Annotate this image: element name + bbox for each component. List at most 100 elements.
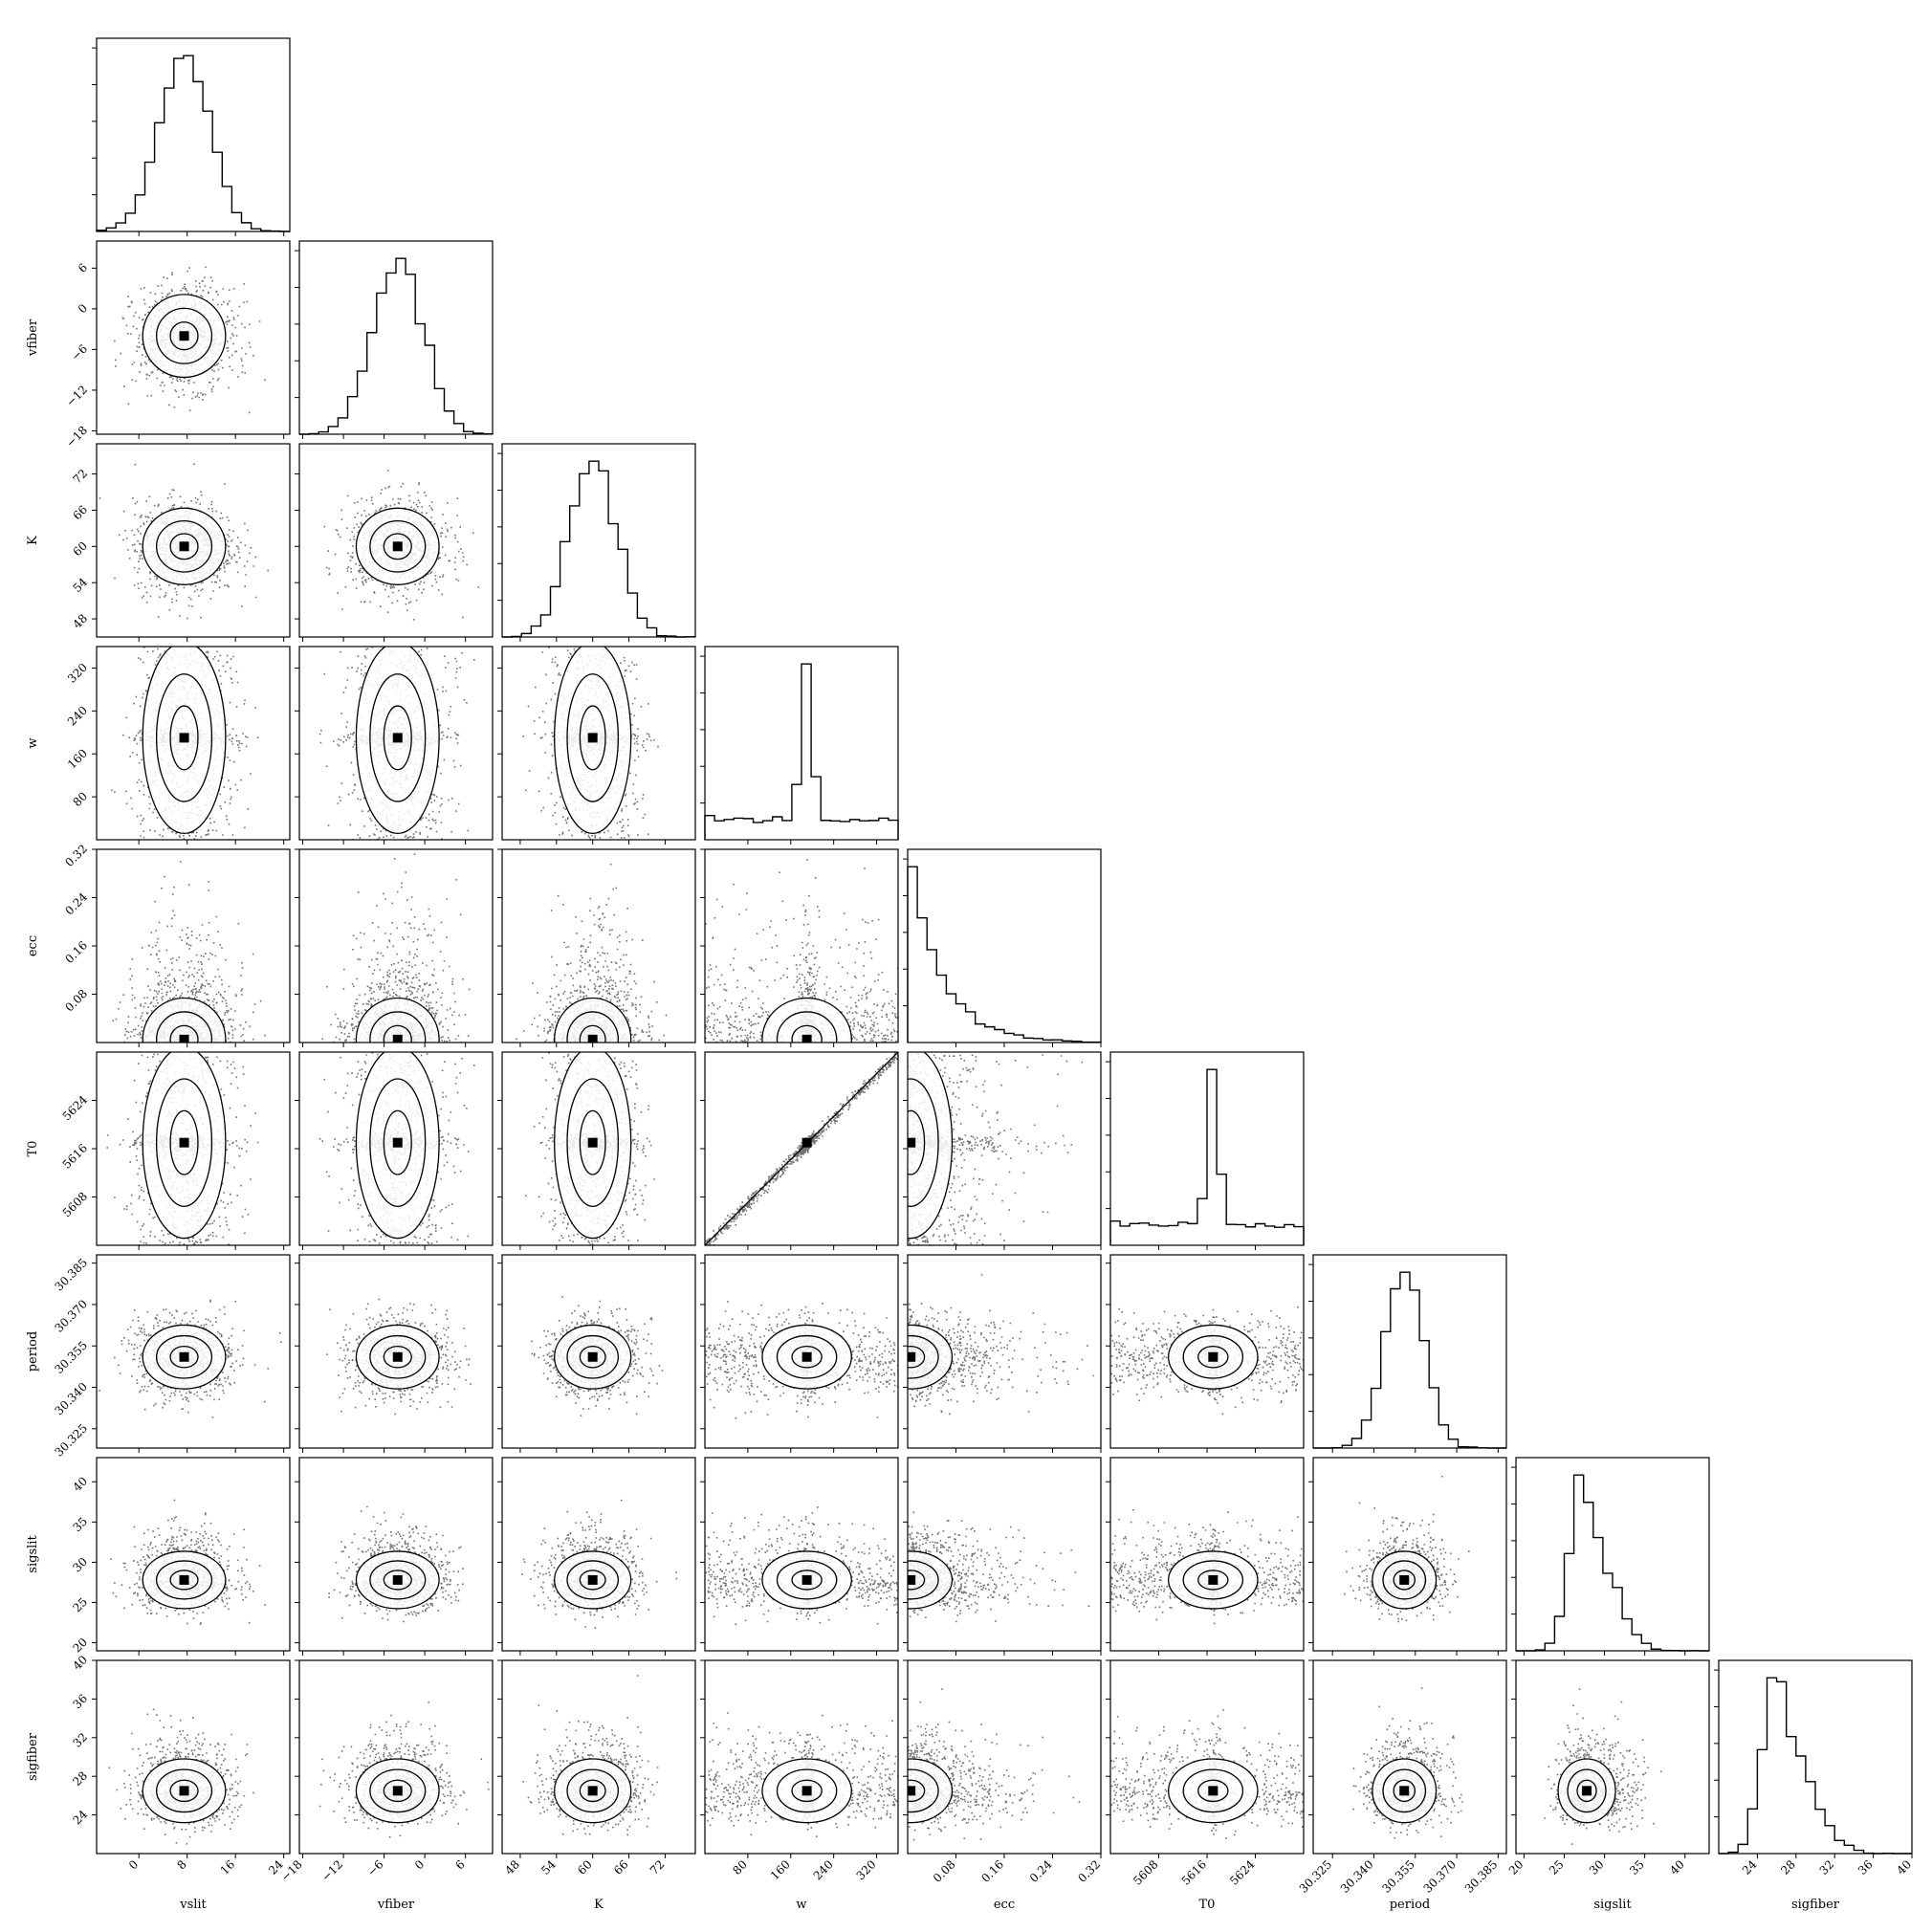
contour-inner-2 <box>1382 1560 1427 1600</box>
contour-inner-2 <box>908 1078 939 1207</box>
histogram-T0 <box>1109 1068 1305 1245</box>
panel-ecc-vs-vslit: 0.08 0.16 0.24 0.32 <box>62 842 291 1047</box>
panel-sigslit-vs-w <box>700 1457 899 1656</box>
contour-inner-2 <box>155 1768 213 1813</box>
x-tick-label-vslit: 0 <box>126 1857 141 1872</box>
peak-marker <box>587 1786 598 1796</box>
contour-inner-1 <box>383 1024 412 1043</box>
contour-level-3 <box>554 997 632 1043</box>
panel-frame <box>298 646 494 841</box>
contour-inner-1 <box>579 705 606 771</box>
panel-frame <box>298 443 494 638</box>
x-tick-label-vfiber: −6 <box>364 1857 385 1878</box>
x-axis-label-sigslit: sigslit <box>1593 1898 1632 1912</box>
x-tick-label-vslit: 16 <box>218 1857 238 1877</box>
contour-inner-1 <box>169 533 199 560</box>
peak-marker <box>908 1574 916 1585</box>
scatter-period-vs-T0 <box>1110 1306 1304 1416</box>
scatter-sigfiber-vs-T0 <box>1110 1709 1304 1839</box>
scatter-points <box>908 1274 1095 1416</box>
x-tick-label-sigfiber: 28 <box>1778 1857 1798 1877</box>
contour-inner-1 <box>908 1346 926 1369</box>
x-tick-label-w: 320 <box>854 1857 879 1882</box>
y-tick-label-sigfiber: 28 <box>70 1768 90 1789</box>
panel-vfiber-vs-vslit: −18 −12 −6 0 6 <box>63 240 291 450</box>
panel-period-vs-w <box>700 1254 899 1453</box>
y-tick-label-period: 30.340 <box>53 1380 91 1418</box>
x-tick-label-T0: 5608 <box>1131 1857 1160 1887</box>
contour-inner-2 <box>155 1334 213 1379</box>
peak-marker <box>179 1574 189 1585</box>
contour-inner-1 <box>1197 1779 1229 1803</box>
panel-frame <box>298 1659 494 1855</box>
contour-inner-1 <box>383 705 412 771</box>
contour-inner-2 <box>369 1560 427 1600</box>
contour-inner-2 <box>776 1334 838 1379</box>
peak-marker <box>179 331 189 341</box>
x-axis-label-ecc: ecc <box>994 1898 1015 1912</box>
panel-ecc-vs-vfiber <box>295 848 494 1047</box>
panel-frame <box>501 443 696 638</box>
scatter-sigfiber-vs-ecc <box>908 1688 1081 1841</box>
x-tick-label-w: 80 <box>730 1857 750 1877</box>
scatter-sigslit-vs-w <box>705 1506 898 1625</box>
contour-inner-1 <box>908 1779 926 1803</box>
histogram-vslit <box>96 55 290 232</box>
contour-level-3 <box>908 1758 954 1824</box>
contour-inner-2 <box>1382 1768 1427 1813</box>
contour-inner-2 <box>1182 1560 1244 1600</box>
peak-marker <box>801 1137 812 1148</box>
contour-inner-2 <box>369 1011 427 1043</box>
contour-level-3 <box>355 997 440 1043</box>
x-tick-label-vfiber: 6 <box>452 1857 467 1872</box>
contour-level-3 <box>908 1324 954 1390</box>
peak-marker <box>392 1137 403 1148</box>
peak-marker <box>179 733 189 743</box>
scatter-sigslit-vs-vslit <box>110 1499 266 1625</box>
y-tick-label-period: 30.385 <box>53 1256 91 1294</box>
x-tick-label-period: 30.325 <box>1297 1857 1335 1896</box>
histogram-K <box>502 460 696 638</box>
panel-T0-vs-vfiber <box>295 1051 494 1250</box>
panel-ecc-vs-ecc <box>903 848 1102 1047</box>
scatter-sigfiber-vs-w <box>705 1712 898 1837</box>
panel-vslit-vs-vslit <box>92 37 291 236</box>
scatter-T0-vs-w <box>705 1052 898 1245</box>
y-tick-label-ecc: 0.24 <box>62 889 90 917</box>
scatter-sigfiber-vs-vfiber <box>318 1701 490 1838</box>
peak-marker <box>1208 1786 1218 1796</box>
peak-marker <box>587 1574 598 1585</box>
x-axis-label-T0: T0 <box>1199 1898 1216 1912</box>
x-tick-label-sigslit: 20 <box>1506 1857 1526 1877</box>
x-tick-label-T0: 5624 <box>1227 1857 1258 1888</box>
panel-sigfiber-vs-period: 30.325 30.340 30.355 30.370 30.385 <box>1297 1659 1507 1896</box>
scatter-period-vs-ecc <box>908 1274 1095 1416</box>
scatter-points <box>705 1712 898 1837</box>
y-tick-label-sigslit: 40 <box>70 1474 90 1494</box>
contour-inner-1 <box>1197 1346 1229 1369</box>
peak-marker <box>179 1351 189 1362</box>
panel-frame <box>501 1457 696 1652</box>
panel-frame <box>501 646 696 841</box>
panel-sigfiber-vs-K: 48 54 60 66 72 <box>497 1659 696 1877</box>
panel-w-vs-vfiber <box>295 646 494 845</box>
x-tick-label-period: 30.355 <box>1379 1857 1417 1896</box>
contour-inner-1 <box>791 1346 823 1369</box>
y-tick-label-w: 240 <box>65 704 90 729</box>
scatter-ecc-vs-vfiber <box>321 853 471 1043</box>
contour-level-3 <box>908 1052 954 1240</box>
contour-inner-2 <box>776 1768 838 1813</box>
panel-frame <box>1312 1659 1507 1855</box>
peak-marker <box>587 1137 598 1148</box>
contour-inner-1 <box>1197 1570 1229 1591</box>
y-axis-label-ecc: ecc <box>26 935 40 956</box>
x-tick-label-w: 160 <box>768 1857 793 1882</box>
panel-frame <box>1515 1659 1710 1855</box>
contour-inner-1 <box>579 1570 606 1591</box>
peak-marker <box>801 1034 812 1043</box>
peak-marker <box>179 1786 189 1796</box>
panel-frame <box>96 443 291 638</box>
x-tick-label-K: 72 <box>648 1857 668 1877</box>
histogram-vfiber <box>299 257 494 435</box>
